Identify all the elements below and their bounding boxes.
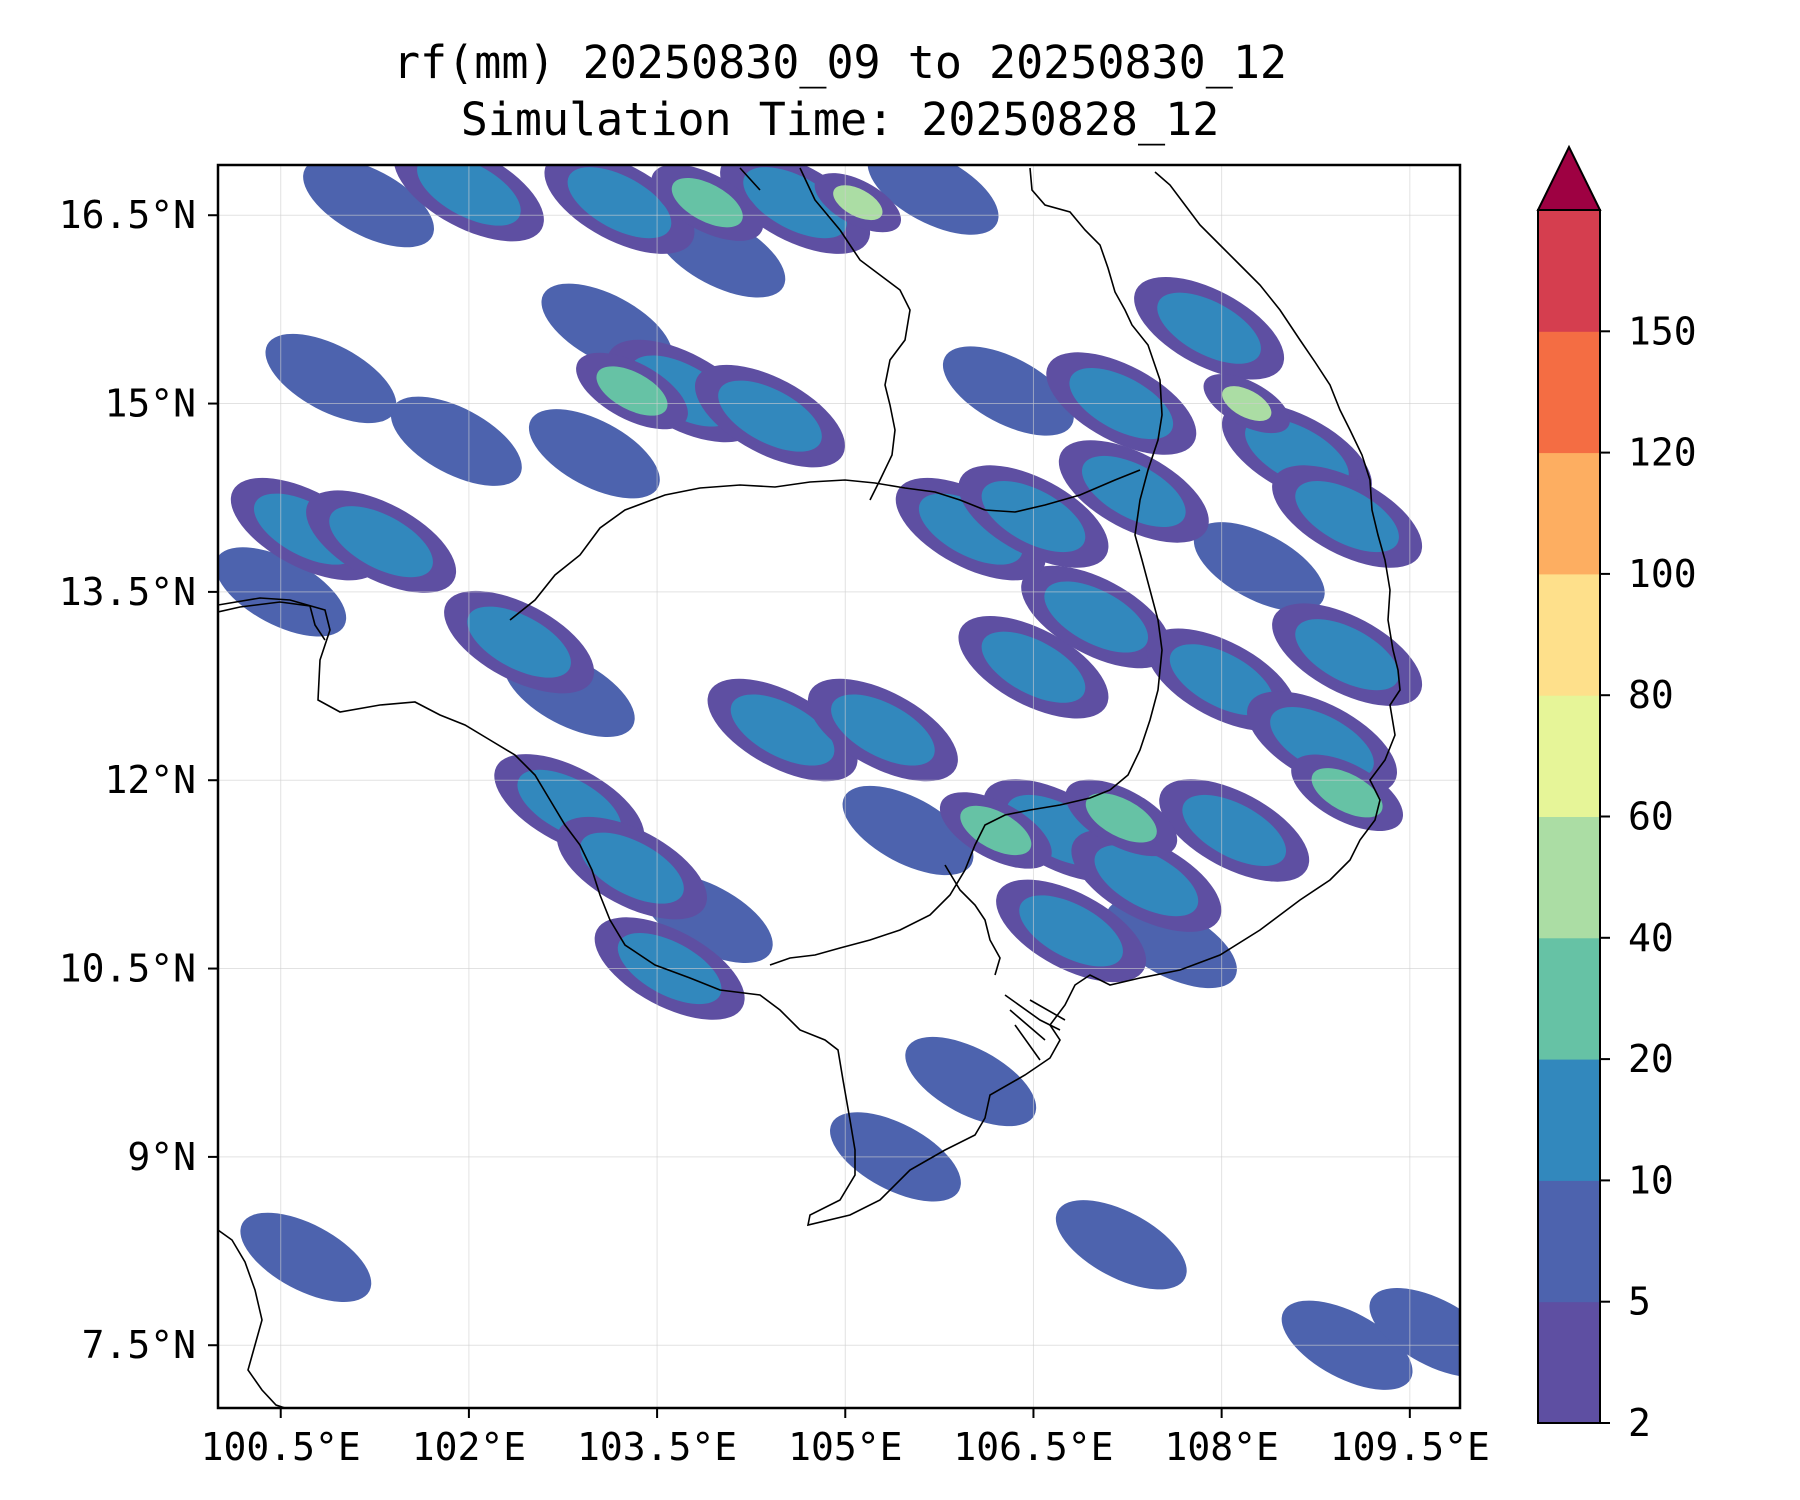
- rain-cell: [867, 165, 999, 235]
- mekong-delta-islands: [1004, 994, 1066, 1061]
- lat-tick-label: 7.5°N: [82, 1323, 196, 1367]
- colorbar-segment: [1538, 816, 1600, 939]
- coastline-and-borders: [218, 167, 1401, 1408]
- rain-cell: [1085, 793, 1157, 843]
- rain-cell: [831, 694, 935, 766]
- rain-cell: [942, 346, 1074, 436]
- colorbar-label: 150: [1628, 309, 1697, 353]
- thailand-cambodia-border: [218, 479, 986, 641]
- rain-cell: [390, 396, 522, 486]
- colorbar-segment: [1538, 1059, 1600, 1181]
- map-title-line-1: rf(mm) 20250830_09 to 20250830_12: [393, 36, 1287, 89]
- rain-cell: [303, 165, 434, 248]
- lat-tick-label: 15°N: [104, 382, 196, 426]
- colorbar: 2 5 10 20 40 60 80 100 120 150: [1536, 144, 1697, 1445]
- rain-cell: [918, 493, 1023, 565]
- rain-cell: [1295, 481, 1399, 553]
- laos-vietnam-border: [1029, 167, 1163, 791]
- lon-tick-label: 103.5°E: [577, 1425, 737, 1469]
- map-gridlines: [218, 165, 1460, 1408]
- northern-laos-thailand-border: [739, 167, 841, 231]
- rain-cell: [1193, 522, 1325, 612]
- rain-cell: [1157, 292, 1261, 364]
- rain-cell: [1295, 619, 1399, 691]
- rain-cell: [960, 805, 1032, 856]
- colorbar-label: 120: [1628, 431, 1697, 475]
- rain-cell: [730, 694, 835, 766]
- rain-cell: [528, 409, 660, 499]
- rain-cell: [1182, 794, 1287, 866]
- malay-peninsula-coastline: [218, 1229, 286, 1408]
- lat-tick-label: 10.5°N: [59, 947, 196, 991]
- lon-tick-label: 105°E: [788, 1425, 902, 1469]
- gulf-of-thailand-coastline: [218, 171, 1401, 1227]
- rain-cell: [1019, 895, 1123, 967]
- rain-cell: [467, 606, 571, 678]
- rain-cell: [240, 1212, 372, 1302]
- rain-cell: [1106, 898, 1237, 989]
- rain-cell: [567, 167, 672, 239]
- rain-cell: [1044, 581, 1149, 653]
- rain-cell: [1270, 707, 1374, 779]
- lat-tick-label: 12°N: [104, 758, 196, 802]
- colorbar-extend-triangle: [1536, 144, 1602, 211]
- colorbar-segment: [1538, 1180, 1600, 1303]
- vietnam-cambodia-border-south: [944, 864, 1001, 976]
- colorbar-segment: [1538, 1301, 1600, 1424]
- colorbar-label: 40: [1628, 916, 1674, 960]
- colorbar-segment: [1538, 331, 1600, 454]
- lon-tick-label: 100.5°E: [201, 1425, 361, 1469]
- colorbar-segment: [1538, 695, 1600, 817]
- colorbar-label: 2: [1628, 1401, 1651, 1445]
- rain-cell: [842, 785, 974, 876]
- colorbar-segment: [1538, 573, 1600, 696]
- rain-cell: [743, 167, 847, 239]
- rain-cell: [1094, 845, 1199, 917]
- lat-tick-label: 9°N: [127, 1135, 196, 1179]
- latitude-ticks: 16.5°N 15°N 13.5°N 12°N 10.5°N 9°N 7.5°N: [59, 193, 218, 1367]
- laos-cambodia-border: [839, 229, 911, 501]
- rain-cell: [580, 832, 684, 904]
- rain-cell: [1081, 455, 1186, 527]
- lon-tick-label: 109.5°E: [1330, 1425, 1490, 1469]
- map-title-line-2: Simulation Time: 20250828_12: [461, 93, 1220, 146]
- colorbar-label: 20: [1628, 1037, 1674, 1081]
- lon-tick-label: 102°E: [412, 1425, 526, 1469]
- rain-cell: [265, 333, 397, 424]
- rain-cell: [329, 506, 433, 578]
- map-frame: [216, 163, 1462, 1410]
- lat-tick-label: 16.5°N: [59, 193, 196, 237]
- colorbar-label: 100: [1628, 552, 1697, 596]
- rain-cell: [718, 380, 822, 452]
- colorbar-segment: [1538, 937, 1600, 1060]
- longitude-ticks: 100.5°E 102°E 103.5°E 105°E 106.5°E 108°E 109.…: [201, 1408, 1490, 1469]
- rain-cell: [1369, 1288, 1460, 1378]
- colorbar-label: 5: [1628, 1280, 1651, 1324]
- lon-tick-label: 108°E: [1164, 1425, 1278, 1469]
- colorbar-label: 60: [1628, 795, 1674, 839]
- colorbar-segment: [1538, 210, 1600, 332]
- lat-tick-label: 13.5°N: [59, 570, 196, 614]
- colorbar-label: 10: [1628, 1158, 1674, 1202]
- rain-cell: [905, 1036, 1037, 1127]
- cambodia-vietnam-border: [769, 469, 1141, 966]
- colorbar-label: 80: [1628, 673, 1674, 717]
- colorbar-segment: [1538, 452, 1600, 575]
- lon-tick-label: 106.5°E: [953, 1425, 1113, 1469]
- map-plot-area: [216, 163, 1462, 1410]
- rain-cell: [1055, 1200, 1187, 1290]
